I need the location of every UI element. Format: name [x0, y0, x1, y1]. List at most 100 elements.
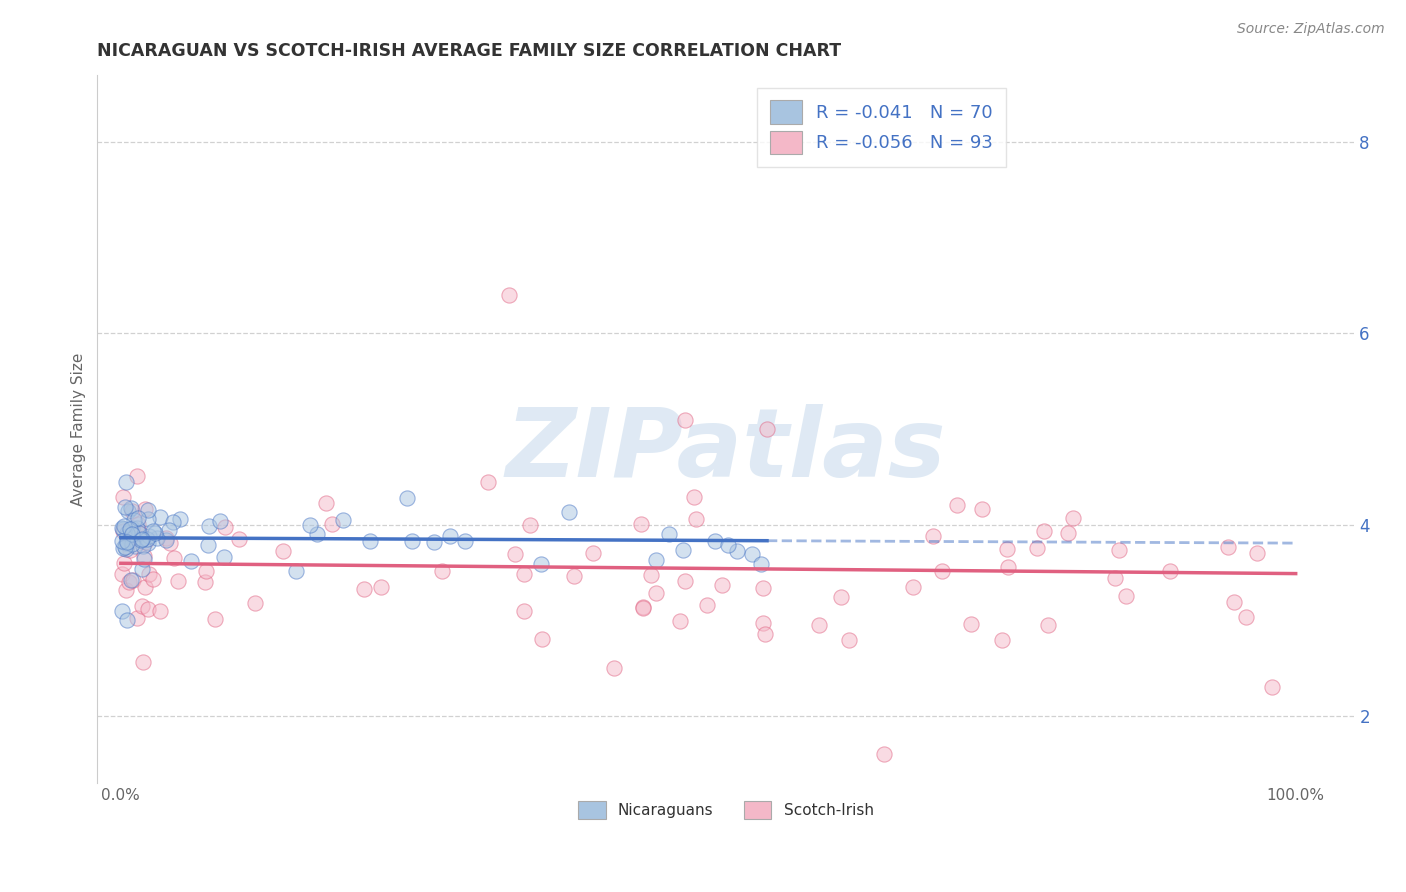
Point: [1216, 541, 1239, 555]
Point: [134, 581, 156, 595]
Point: [129, 533, 152, 548]
Point: [208, 514, 231, 528]
Point: [1104, 571, 1126, 585]
Point: [121, 537, 143, 551]
Point: [198, 518, 221, 533]
Point: [603, 661, 626, 675]
Point: [873, 747, 896, 762]
Text: ZIPatlas: ZIPatlas: [506, 404, 946, 497]
Point: [498, 288, 520, 302]
Point: [1062, 511, 1084, 525]
Point: [155, 531, 177, 545]
Point: [513, 566, 536, 581]
Point: [299, 517, 322, 532]
Point: [503, 547, 526, 561]
Point: [530, 557, 553, 571]
Point: [557, 505, 579, 519]
Point: [169, 512, 191, 526]
Point: [1115, 589, 1137, 603]
Point: [142, 572, 165, 586]
Point: [117, 525, 139, 540]
Point: [114, 541, 136, 556]
Point: [204, 612, 226, 626]
Text: NICARAGUAN VS SCOTCH-IRISH AVERAGE FAMILY SIZE CORRELATION CHART: NICARAGUAN VS SCOTCH-IRISH AVERAGE FAMIL…: [97, 42, 841, 60]
Point: [630, 516, 652, 531]
Point: [704, 533, 727, 548]
Point: [668, 615, 690, 629]
Point: [115, 614, 138, 628]
Point: [396, 491, 419, 506]
Point: [741, 547, 763, 561]
Point: [115, 536, 138, 550]
Point: [157, 523, 180, 537]
Point: [131, 599, 153, 614]
Point: [454, 533, 477, 548]
Point: [439, 529, 461, 543]
Point: [114, 540, 136, 554]
Point: [136, 536, 159, 550]
Point: [118, 532, 141, 546]
Point: [671, 543, 693, 558]
Point: [131, 539, 153, 553]
Point: [112, 557, 135, 571]
Point: [163, 550, 186, 565]
Point: [519, 518, 541, 533]
Point: [136, 502, 159, 516]
Point: [315, 496, 337, 510]
Point: [128, 526, 150, 541]
Point: [111, 567, 134, 582]
Point: [212, 550, 235, 565]
Point: [640, 568, 662, 582]
Point: [197, 538, 219, 552]
Point: [353, 582, 375, 596]
Point: [155, 533, 177, 548]
Point: [131, 562, 153, 576]
Point: [129, 527, 152, 541]
Point: [921, 529, 943, 543]
Point: [562, 568, 585, 582]
Point: [118, 523, 141, 537]
Point: [132, 655, 155, 669]
Point: [945, 498, 967, 512]
Point: [1026, 541, 1049, 556]
Point: [997, 560, 1019, 574]
Point: [423, 534, 446, 549]
Point: [180, 554, 202, 568]
Point: [159, 535, 181, 549]
Point: [685, 512, 707, 526]
Point: [120, 501, 142, 516]
Point: [127, 511, 149, 525]
Point: [228, 532, 250, 546]
Point: [931, 565, 953, 579]
Point: [136, 532, 159, 546]
Point: [167, 574, 190, 589]
Point: [717, 538, 740, 552]
Point: [991, 632, 1014, 647]
Point: [124, 539, 146, 553]
Point: [903, 581, 925, 595]
Point: [138, 528, 160, 542]
Point: [194, 564, 217, 578]
Point: [284, 564, 307, 578]
Point: [1159, 564, 1181, 578]
Point: [644, 586, 666, 600]
Point: [582, 546, 605, 560]
Point: [112, 524, 135, 538]
Point: [430, 564, 453, 578]
Point: [146, 532, 169, 546]
Point: [136, 602, 159, 616]
Point: [149, 604, 172, 618]
Point: [645, 553, 668, 567]
Point: [111, 534, 134, 549]
Text: Source: ZipAtlas.com: Source: ZipAtlas.com: [1237, 22, 1385, 37]
Point: [359, 534, 381, 549]
Point: [960, 617, 983, 632]
Point: [1057, 525, 1080, 540]
Point: [477, 475, 499, 489]
Point: [1033, 524, 1056, 538]
Point: [696, 599, 718, 613]
Point: [807, 618, 830, 632]
Legend: Nicaraguans, Scotch-Irish: Nicaraguans, Scotch-Irish: [572, 795, 880, 825]
Point: [307, 527, 329, 541]
Point: [995, 541, 1018, 556]
